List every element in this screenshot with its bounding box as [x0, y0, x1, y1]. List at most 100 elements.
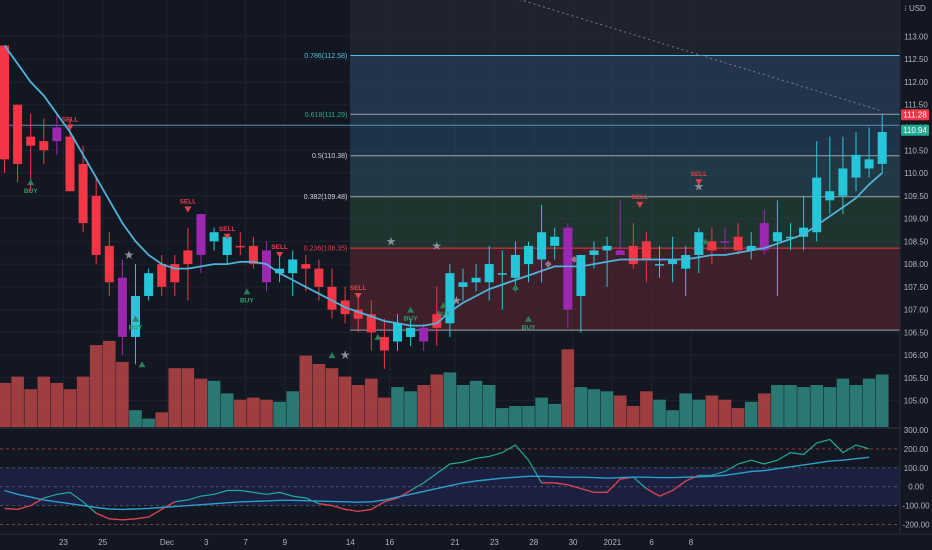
- fibonacci-retracement[interactable]: 0.786(112.58) 0.618(111.29) 0.5(110.38) 0.3…: [0, 0, 901, 331]
- volume-bar: [587, 389, 601, 427]
- volume-bar: [155, 412, 168, 427]
- oscillator-cci-negative-segment: [554, 482, 568, 486]
- candle-body: [510, 254, 520, 278]
- volume-bar: [220, 393, 234, 427]
- time-tick-label: 30: [569, 538, 578, 547]
- candle-body: [52, 127, 62, 142]
- candle-body: [196, 214, 206, 255]
- star-marker: ★: [451, 294, 462, 308]
- buy-label: BUY: [522, 325, 536, 332]
- time-tick-label: 23: [59, 538, 68, 547]
- oscillator-cci-negative-segment: [148, 508, 163, 518]
- diamond-marker: [570, 256, 578, 264]
- candle-body: [733, 236, 743, 251]
- volume-bar: [731, 408, 745, 427]
- time-tick-label: 14: [346, 538, 355, 547]
- price-axis-background: [900, 0, 932, 550]
- time-tick-label: 2021: [603, 538, 621, 547]
- sell-arrow: [276, 251, 284, 258]
- oscillator-cci-negative-segment: [109, 518, 123, 521]
- volume-bar: [456, 385, 470, 427]
- time-tick-label: 8: [689, 538, 694, 547]
- oscillator-cci-negative-segment: [135, 516, 149, 520]
- candle-body: [262, 250, 271, 283]
- candle-body: [589, 250, 599, 255]
- ema-line: [3, 44, 883, 327]
- oscillator-cci-negative-segment: [95, 512, 110, 520]
- volume-bar: [50, 382, 64, 427]
- fib-zone-top: [350, 0, 901, 56]
- volume-bar: [129, 410, 142, 427]
- sell-arrow: [223, 233, 231, 240]
- buy-arrow: [439, 302, 447, 309]
- last-price-value: 110.94: [903, 126, 927, 135]
- price-tick-label: 113.00: [904, 32, 928, 41]
- candle-body: [550, 236, 560, 246]
- candle-body: [288, 259, 298, 274]
- volume-bar: [378, 397, 391, 427]
- signal-markers: BUYSELL★BUYSELLSELLBUYSELLSELL★★BUY★BUY★…: [24, 116, 709, 368]
- price-tick-label: 110.50: [904, 146, 928, 155]
- time-tick-label: 9: [283, 538, 288, 547]
- oscillator-tick-label: -100.00: [902, 502, 930, 511]
- fib-zone: [350, 155, 901, 197]
- price-tick-label: 109.00: [904, 215, 929, 224]
- oscillator-cci-negative-segment: [122, 518, 136, 521]
- fib-zone: [350, 55, 901, 115]
- candle-body: [602, 245, 612, 251]
- candle-body: [746, 245, 756, 251]
- oscillator-cci-negative-segment: [567, 484, 582, 490]
- volume-bar: [63, 389, 77, 427]
- candle-body: [65, 136, 75, 192]
- candle-body: [471, 277, 481, 283]
- candle-body: [13, 104, 23, 164]
- sell-label: SELL: [690, 171, 707, 178]
- volume-bar: [0, 382, 11, 427]
- candle-body: [615, 250, 625, 255]
- candle-body: [379, 336, 389, 351]
- candle-body: [117, 277, 127, 337]
- trend-line: [519, 0, 882, 112]
- price-tick-label: 108.50: [904, 237, 929, 246]
- oscillator-pane: [0, 438, 900, 526]
- volume-bar: [862, 378, 876, 427]
- candle-body: [759, 223, 769, 251]
- volume-bar: [875, 374, 889, 427]
- candle-body: [668, 259, 678, 265]
- candle-body: [786, 236, 795, 239]
- sell-label: SELL: [632, 194, 649, 201]
- price-tick-label: 109.50: [904, 192, 929, 201]
- oscillator-cci-negative-segment: [659, 489, 673, 497]
- sell-label: SELL: [180, 198, 197, 205]
- volume-bar: [666, 410, 679, 427]
- candle-body: [209, 232, 219, 242]
- volume-bar: [142, 418, 155, 427]
- volume-bar: [103, 340, 116, 427]
- buy-arrow: [407, 306, 415, 313]
- volume-bar: [535, 397, 548, 427]
- buy-label: BUY: [240, 297, 254, 304]
- price-tick-label: 108.00: [904, 260, 929, 269]
- volume-bar: [89, 345, 103, 427]
- oscillator-cci-negative-segment: [358, 508, 372, 512]
- oscillator-cci-negative-segment: [161, 501, 176, 510]
- oscillator-tick-label: 0.00: [908, 483, 924, 492]
- volume-bar: [365, 378, 378, 427]
- volume-bar: [417, 385, 430, 427]
- volume-bar: [404, 391, 417, 427]
- price-tick-label: 105.00: [904, 397, 929, 406]
- volume-bar: [679, 393, 692, 427]
- last-price-value: 111.28: [903, 111, 927, 120]
- time-tick-label: 23: [490, 538, 499, 547]
- volume-bar: [194, 378, 208, 427]
- star-marker: ★: [340, 348, 351, 362]
- oscillator-cci-negative-segment: [606, 478, 621, 493]
- volume-bar: [509, 406, 522, 427]
- diamond-marker: [544, 260, 552, 268]
- volume-bar: [260, 399, 273, 427]
- buy-arrow: [328, 352, 336, 359]
- volume-bar: [823, 387, 837, 427]
- candle-body: [248, 245, 258, 265]
- oscillator-cci-negative-segment: [4, 507, 18, 510]
